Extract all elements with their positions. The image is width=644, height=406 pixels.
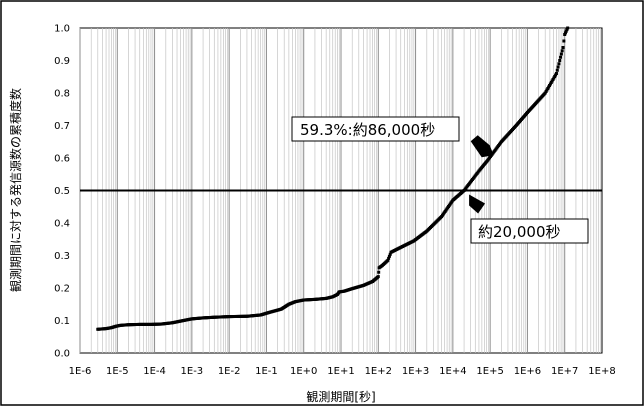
- data-point: [377, 270, 381, 274]
- data-point: [563, 33, 567, 36]
- y-tick-label: 0.4: [54, 219, 70, 230]
- y-axis-title: 観測期間に対する発信源数の累積度数: [8, 88, 23, 292]
- data-point: [560, 49, 564, 53]
- x-tick-label: 1E-3: [181, 366, 204, 377]
- y-tick-label: 0.9: [54, 56, 70, 67]
- data-point: [387, 256, 391, 260]
- data-point: [554, 72, 558, 75]
- data-point: [556, 65, 560, 69]
- y-tick-label: 0.8: [54, 89, 70, 100]
- x-tick-label: 1E-4: [143, 366, 166, 377]
- y-tick-label: 0.6: [54, 154, 70, 165]
- data-point: [387, 254, 391, 258]
- y-tick-label: 0.3: [54, 251, 70, 262]
- x-tick-label: 1E+0: [290, 366, 317, 377]
- annotation-box: [291, 116, 460, 142]
- data-point: [563, 31, 567, 35]
- x-tick-label: 1E+5: [476, 366, 503, 377]
- x-tick-label: 1E+1: [327, 366, 354, 377]
- y-tick-label: 0.2: [54, 284, 70, 295]
- x-axis-title: 観測期間[秒]: [306, 390, 375, 404]
- y-tick-label: 0.5: [54, 186, 70, 197]
- x-tick-label: 1E-5: [106, 366, 129, 377]
- data-point: [565, 28, 569, 32]
- x-tick-label: 1E+2: [365, 366, 392, 377]
- data-point: [562, 39, 566, 43]
- y-tick-label: 1.0: [54, 24, 70, 35]
- annotation-arrow: [470, 135, 494, 158]
- annotation-label: 約20,000秒: [478, 223, 561, 241]
- y-tick-labels: 0.0 0.1 0.2 0.3 0.4 0.5 0.6 0.7 0.8 0.9 1.0: [54, 24, 70, 360]
- x-tick-label: 1E+6: [514, 366, 541, 377]
- data-points-layer: [96, 26, 570, 331]
- data-point: [557, 62, 561, 66]
- annotation-box: [470, 218, 589, 244]
- x-tick-label: 1E-2: [218, 366, 241, 377]
- y-tick-label: 0.1: [54, 316, 70, 327]
- x-tick-label: 1E-1: [255, 366, 278, 377]
- data-point: [559, 52, 563, 56]
- x-tick-label: 1E-6: [69, 366, 92, 377]
- data-point: [566, 26, 570, 30]
- data-point: [555, 68, 559, 72]
- x-tick-label: 1E+3: [402, 366, 429, 377]
- x-tick-labels: 1E-6 1E-5 1E-4 1E-3 1E-2 1E-1 1E+0 1E+1 1E+2 1E+3…: [69, 366, 616, 377]
- annotation-label: 59.3%:約86,000秒: [300, 121, 435, 139]
- annotation-arrow: [469, 194, 486, 214]
- y-tick-label: 0.0: [54, 349, 70, 360]
- x-tick-label: 1E+4: [439, 366, 466, 377]
- y-tick-label: 0.7: [54, 121, 70, 132]
- data-point: [564, 29, 568, 33]
- data-point: [559, 55, 563, 59]
- x-tick-label: 1E+8: [588, 366, 615, 377]
- data-point: [376, 275, 380, 279]
- data-point: [558, 59, 562, 62]
- x-tick-label: 1E+7: [551, 366, 578, 377]
- data-point: [561, 46, 565, 49]
- data-point: [388, 252, 392, 256]
- data-point: [386, 258, 390, 262]
